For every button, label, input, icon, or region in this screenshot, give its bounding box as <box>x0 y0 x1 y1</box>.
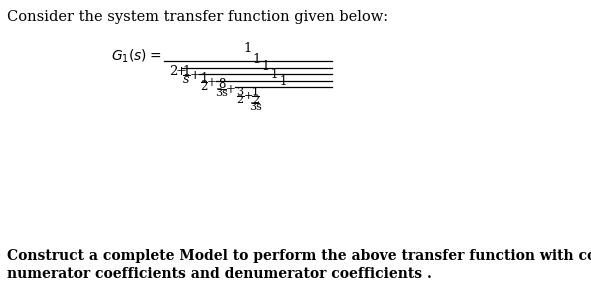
Text: 3: 3 <box>236 87 243 97</box>
Text: 3s: 3s <box>249 102 262 112</box>
Text: Construct a complete Model to perform the above transfer function with coefficie: Construct a complete Model to perform th… <box>7 249 591 281</box>
Text: +: + <box>244 91 253 101</box>
Text: 8: 8 <box>218 79 225 91</box>
Text: 1: 1 <box>252 53 261 65</box>
Text: s: s <box>183 73 189 86</box>
Text: +: + <box>190 69 200 82</box>
Text: 1: 1 <box>243 42 252 55</box>
Text: 1: 1 <box>182 65 190 78</box>
Text: 1: 1 <box>280 75 287 88</box>
Text: +: + <box>226 83 236 96</box>
Text: 1: 1 <box>200 72 207 85</box>
Text: 2: 2 <box>252 95 259 105</box>
Text: +: + <box>176 65 187 78</box>
Text: Consider the system transfer function given below:: Consider the system transfer function gi… <box>7 10 388 24</box>
Text: 1: 1 <box>252 87 259 97</box>
Text: 1: 1 <box>261 60 269 73</box>
Text: 1: 1 <box>270 68 278 81</box>
Text: +: + <box>207 76 217 89</box>
Text: 2: 2 <box>169 65 177 78</box>
Text: 2: 2 <box>200 80 207 93</box>
Text: $G_1(s) =$: $G_1(s) =$ <box>111 47 161 65</box>
Text: 3s: 3s <box>215 88 228 98</box>
Text: 2: 2 <box>236 95 243 105</box>
